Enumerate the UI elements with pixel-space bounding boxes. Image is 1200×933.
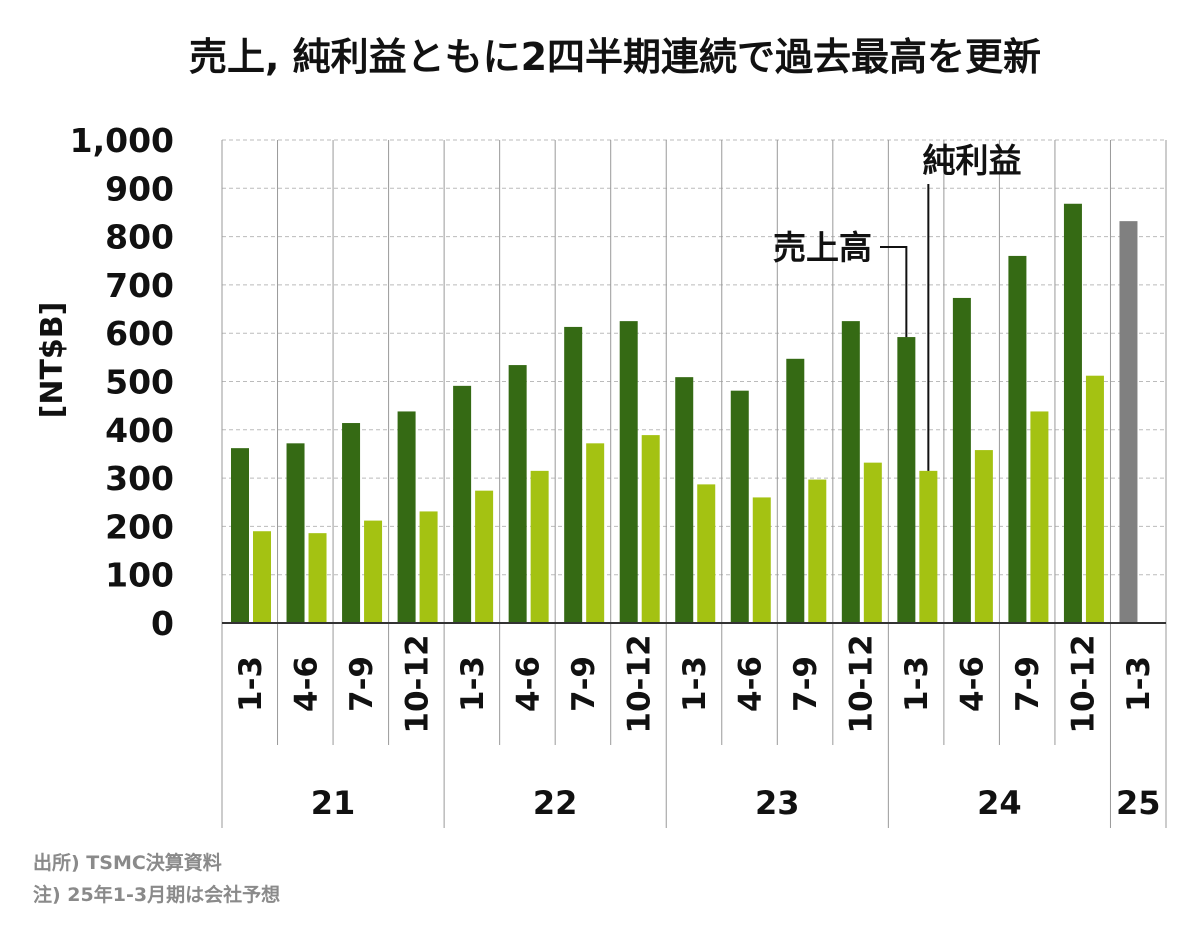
bar-revenue [508,365,527,623]
chart-title: 売上, 純利益ともに2四半期連続で過去最高を更新 [188,35,1042,79]
year-label: 24 [977,784,1022,822]
x-tick-label: 4-6 [288,656,324,712]
x-tick-label: 1-3 [677,656,713,712]
bar-revenue [730,390,749,623]
bar-revenue [1063,203,1082,624]
bar-revenue [453,385,472,623]
bar-net-income [475,490,494,623]
bar-net-income [1085,375,1104,623]
x-tick-label: 1-3 [233,656,269,712]
source-note: 出所) TSMC決算資料 [33,852,222,874]
y-tick-label: 300 [105,459,174,498]
bar-revenue [952,297,971,623]
x-tick-label: 7-9 [566,656,602,712]
y-tick-label: 700 [105,266,174,305]
bar-net-income [863,462,882,623]
bar-net-income [253,531,271,623]
bar-net-income [641,435,660,623]
annotation-revenue: 売上高 [773,228,872,267]
x-tick-label: 1-3 [455,656,491,712]
y-tick-label: 600 [105,314,174,353]
bar-net-income [919,470,938,623]
bar-revenue [1008,255,1027,624]
y-tick-label: 400 [105,411,174,450]
bar-net-income [808,479,827,623]
y-tick-label: 100 [105,556,174,595]
year-label: 22 [533,784,578,822]
bar-revenue [286,443,305,623]
x-tick-label: 7-9 [344,656,380,712]
bar-revenue [231,448,249,623]
x-tick-label: 1-3 [1121,656,1157,712]
bar-net-income [697,484,716,623]
bar-revenue [342,423,361,623]
x-tick-label: 10-12 [399,634,435,733]
bar-net-income [974,450,993,623]
x-tick-label: 4-6 [733,656,769,712]
y-axis-label: [NT$B] [35,302,70,419]
bar-revenue [786,358,805,623]
annotation-net-income: 純利益 [923,141,1022,180]
y-tick-label: 900 [105,169,174,208]
x-tick-label: 4-6 [510,656,546,712]
y-tick-label: 800 [105,218,174,257]
footnote: 注) 25年1-3月期は会社予想 [33,884,281,906]
bar-net-income [308,533,327,623]
bar-revenue [897,337,916,623]
y-tick-label: 500 [105,363,174,402]
year-label: 25 [1116,784,1161,822]
x-tick-label: 1-3 [899,656,935,712]
year-label: 21 [311,784,356,822]
bar-net-income [530,470,549,623]
y-tick-label: 200 [105,507,174,546]
year-label: 23 [755,784,800,822]
annotation-line-revenue [880,246,908,338]
bar-revenue [564,326,583,623]
x-tick-label: 10-12 [1066,634,1102,733]
x-tick-label: 4-6 [955,656,991,712]
bar-revenue [841,321,860,623]
y-tick-label: 0 [151,604,174,643]
bar-revenue [675,377,694,623]
bar-net-income [752,497,771,623]
bar-net-income [586,443,605,623]
x-tick-label: 7-9 [1010,656,1046,712]
bar-revenue [1119,221,1138,624]
bar-net-income [419,511,438,623]
x-tick-label: 10-12 [844,634,880,733]
y-tick-label: 1,000 [70,121,174,160]
bar-revenue [397,411,416,623]
x-tick-label: 10-12 [621,634,657,733]
bar-revenue [619,321,638,623]
bar-net-income [364,520,383,623]
bar-net-income [1030,411,1049,623]
x-tick-label: 7-9 [788,656,824,712]
